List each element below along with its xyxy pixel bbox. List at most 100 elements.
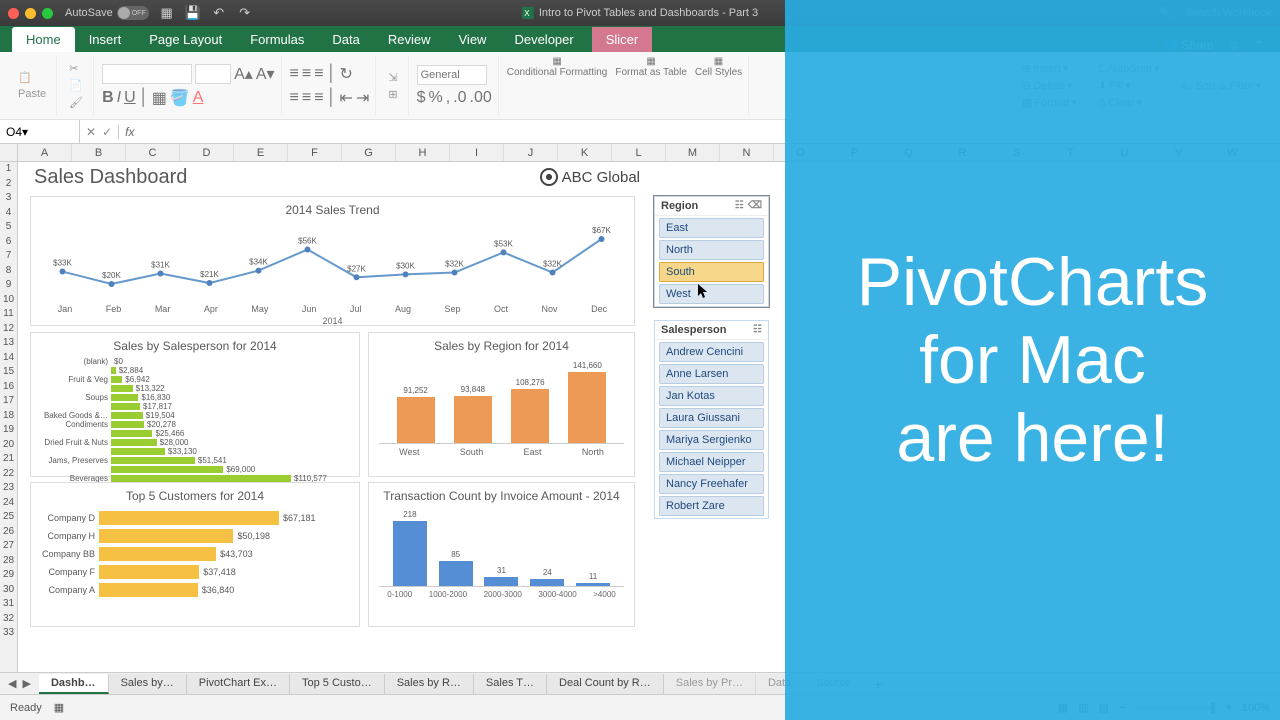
col-header[interactable]: G xyxy=(342,144,396,161)
col-header[interactable]: D xyxy=(180,144,234,161)
redo-icon[interactable]: ↷ xyxy=(237,5,253,21)
multiselect-icon[interactable]: ☷ xyxy=(753,324,762,336)
col-header[interactable]: L xyxy=(612,144,666,161)
row-header[interactable]: 1 xyxy=(0,162,17,177)
slicer-item[interactable]: Robert Zare xyxy=(659,496,764,516)
border-icon[interactable]: ▦ xyxy=(152,88,167,108)
prev-sheet-icon[interactable]: ◀ xyxy=(8,677,16,690)
undo-icon[interactable]: ↶ xyxy=(211,5,227,21)
macro-icon[interactable]: ▦ xyxy=(54,701,64,714)
cancel-icon[interactable]: ✕ xyxy=(86,125,96,139)
transaction-chart[interactable]: Transaction Count by Invoice Amount - 20… xyxy=(368,482,635,627)
toggle-off-icon[interactable]: OFF xyxy=(117,6,149,20)
row-header[interactable]: 7 xyxy=(0,249,17,264)
save-icon[interactable]: ▦ xyxy=(159,5,175,21)
row-header[interactable]: 11 xyxy=(0,307,17,322)
tab-slicer[interactable]: Slicer xyxy=(592,27,653,52)
tab-view[interactable]: View xyxy=(445,27,501,52)
row-header[interactable]: 30 xyxy=(0,583,17,598)
autosave-toggle[interactable]: AutoSave OFF xyxy=(65,6,149,20)
font-color-icon[interactable]: A xyxy=(193,89,204,107)
bold-button[interactable]: B xyxy=(102,89,114,107)
row-header[interactable]: 13 xyxy=(0,336,17,351)
row-header[interactable]: 16 xyxy=(0,380,17,395)
slicer-item[interactable]: Laura Giussani xyxy=(659,408,764,428)
col-header[interactable]: C xyxy=(126,144,180,161)
underline-button[interactable]: U xyxy=(124,89,136,107)
row-header[interactable]: 32 xyxy=(0,612,17,627)
row-header[interactable]: 14 xyxy=(0,351,17,366)
zoom-icon[interactable] xyxy=(42,8,53,19)
slicer-item[interactable]: West xyxy=(659,284,764,304)
sheet-tab[interactable]: Sales by R… xyxy=(385,674,474,694)
slicer-item[interactable]: North xyxy=(659,240,764,260)
row-header[interactable]: 10 xyxy=(0,293,17,308)
row-header[interactable]: 15 xyxy=(0,365,17,380)
clear-filter-icon[interactable]: ⌫ xyxy=(748,200,762,212)
slicer-item[interactable]: South xyxy=(659,262,764,282)
sheet-tab[interactable]: Dashb… xyxy=(39,674,109,694)
row-header[interactable]: 17 xyxy=(0,394,17,409)
row-header[interactable]: 2 xyxy=(0,177,17,192)
row-header[interactable]: 6 xyxy=(0,235,17,250)
slicer-item[interactable]: Anne Larsen xyxy=(659,364,764,384)
slicer-item[interactable]: East xyxy=(659,218,764,238)
customers-chart[interactable]: Top 5 Customers for 2014 Company D$67,18… xyxy=(30,482,360,627)
row-header[interactable]: 18 xyxy=(0,409,17,424)
col-header[interactable]: N xyxy=(720,144,774,161)
tab-review[interactable]: Review xyxy=(374,27,445,52)
confirm-icon[interactable]: ✓ xyxy=(102,125,112,139)
col-header[interactable]: B xyxy=(72,144,126,161)
col-header[interactable]: I xyxy=(450,144,504,161)
fill-color-icon[interactable]: 🪣 xyxy=(170,88,190,108)
save-icon[interactable]: 💾 xyxy=(185,5,201,21)
multiselect-icon[interactable]: ☷ xyxy=(735,200,744,212)
row-header[interactable]: 25 xyxy=(0,510,17,525)
next-sheet-icon[interactable]: ▶ xyxy=(22,677,30,690)
name-box[interactable]: O4 ▾ xyxy=(0,120,80,143)
tab-data[interactable]: Data xyxy=(318,27,373,52)
font-select[interactable] xyxy=(102,64,192,84)
tab-formulas[interactable]: Formulas xyxy=(236,27,318,52)
col-header[interactable]: K xyxy=(558,144,612,161)
row-header[interactable]: 28 xyxy=(0,554,17,569)
sheet-tab[interactable]: PivotChart Ex… xyxy=(187,674,290,694)
sheet-tab[interactable]: Deal Count by R… xyxy=(547,674,664,694)
row-header[interactable]: 31 xyxy=(0,597,17,612)
col-header[interactable]: J xyxy=(504,144,558,161)
italic-button[interactable]: I xyxy=(117,89,121,107)
row-header[interactable]: 23 xyxy=(0,481,17,496)
row-header[interactable]: 24 xyxy=(0,496,17,511)
slicer-item[interactable]: Mariya Sergienko xyxy=(659,430,764,450)
tab-developer[interactable]: Developer xyxy=(500,27,587,52)
slicer-item[interactable]: Jan Kotas xyxy=(659,386,764,406)
fx-icon[interactable]: fx xyxy=(119,125,140,139)
slicer-item[interactable]: Andrew Cencini xyxy=(659,342,764,362)
region-chart[interactable]: Sales by Region for 2014 91,25293,848108… xyxy=(368,332,635,477)
slicer-item[interactable]: Nancy Freehafer xyxy=(659,474,764,494)
col-header[interactable]: M xyxy=(666,144,720,161)
row-header[interactable]: 19 xyxy=(0,423,17,438)
size-select[interactable] xyxy=(195,64,231,84)
row-header[interactable]: 22 xyxy=(0,467,17,482)
number-format[interactable] xyxy=(417,65,487,85)
col-header[interactable]: F xyxy=(288,144,342,161)
sheet-tab[interactable]: Sales by Pr… xyxy=(664,674,756,694)
row-header[interactable]: 33 xyxy=(0,626,17,641)
col-header[interactable]: E xyxy=(234,144,288,161)
close-icon[interactable] xyxy=(8,8,19,19)
row-header[interactable]: 12 xyxy=(0,322,17,337)
row-header[interactable]: 29 xyxy=(0,568,17,583)
col-header[interactable]: H xyxy=(396,144,450,161)
row-header[interactable]: 27 xyxy=(0,539,17,554)
row-header[interactable]: 4 xyxy=(0,206,17,221)
sales-trend-chart[interactable]: 2014 Sales Trend $33K$20K$31K$21K$34K$56… xyxy=(30,196,635,326)
row-header[interactable]: 26 xyxy=(0,525,17,540)
minimize-icon[interactable] xyxy=(25,8,36,19)
slicer-region[interactable]: Region ☷⌫ EastNorthSouthWest xyxy=(654,196,769,307)
row-header[interactable]: 8 xyxy=(0,264,17,279)
col-header[interactable]: A xyxy=(18,144,72,161)
sheet-tab[interactable]: Top 5 Custo… xyxy=(290,674,385,694)
row-header[interactable]: 20 xyxy=(0,438,17,453)
select-all-corner[interactable] xyxy=(0,144,18,162)
